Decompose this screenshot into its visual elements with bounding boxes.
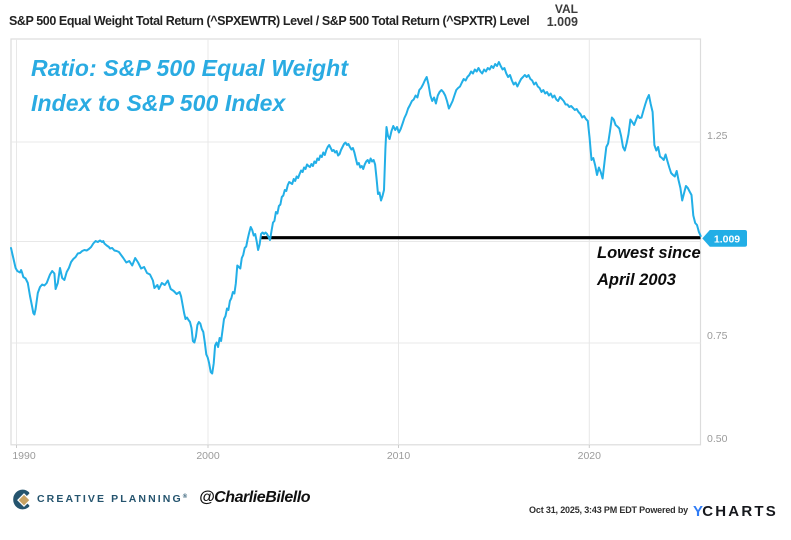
svg-text:1.009: 1.009 xyxy=(714,233,740,245)
